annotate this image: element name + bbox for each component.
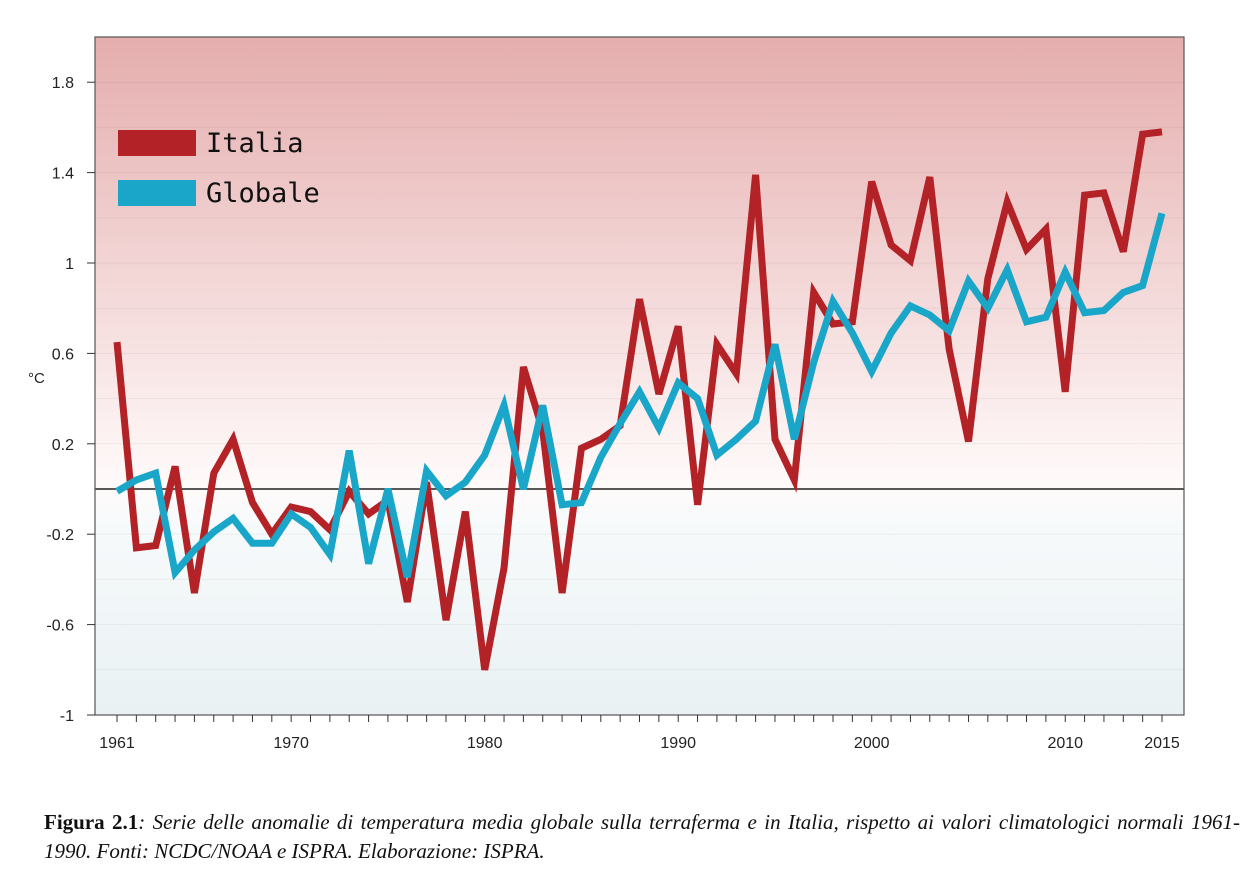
line-chart: 1961 1970 1980 1990 2000 2010 2015 -1 -0.6 -0.2 0…: [28, 36, 1185, 752]
y-tick-label: 0.2: [52, 437, 74, 454]
legend-swatch-italia: [118, 130, 196, 156]
x-tick-label: 1990: [660, 735, 696, 752]
series-layer: [113, 128, 1166, 671]
y-axis-label: °C: [28, 370, 45, 387]
series-line-globale: [115, 212, 1166, 581]
y-tick-label: 0.6: [52, 346, 74, 363]
x-axis: 1961 1970 1980 1990 2000 2010 2015: [99, 715, 1180, 752]
x-tick-label: 1980: [467, 735, 503, 752]
figure-caption: Figura 2.1: Serie delle anomalie di temp…: [44, 808, 1240, 866]
legend-swatch-globale: [118, 180, 196, 206]
caption-text: : Serie delle anomalie di temperatura me…: [44, 810, 1240, 863]
y-tick-label: 1.8: [52, 75, 74, 92]
series-line-italia: [113, 128, 1163, 671]
y-tick-label: -1: [60, 708, 74, 725]
plot-background: [95, 37, 1184, 715]
y-tick-label: -0.2: [46, 527, 74, 544]
x-tick-label: 2000: [854, 735, 890, 752]
x-tick-label: 1961: [99, 735, 135, 752]
caption-label: Figura 2.1: [44, 810, 139, 834]
legend: Italia Globale: [118, 128, 320, 209]
x-tick-label: 1970: [273, 735, 309, 752]
y-tick-label: 1.4: [52, 166, 74, 183]
legend-label-italia: Italia: [206, 128, 304, 159]
y-tick-label: 1: [65, 256, 74, 273]
x-tick-label: 2015: [1144, 735, 1180, 752]
y-tick-label: -0.6: [46, 618, 74, 635]
y-axis: -1 -0.6 -0.2 0.2 0.6 1 1.4 1.8: [46, 75, 95, 725]
x-tick-label: 2010: [1047, 735, 1083, 752]
legend-label-globale: Globale: [206, 178, 320, 209]
